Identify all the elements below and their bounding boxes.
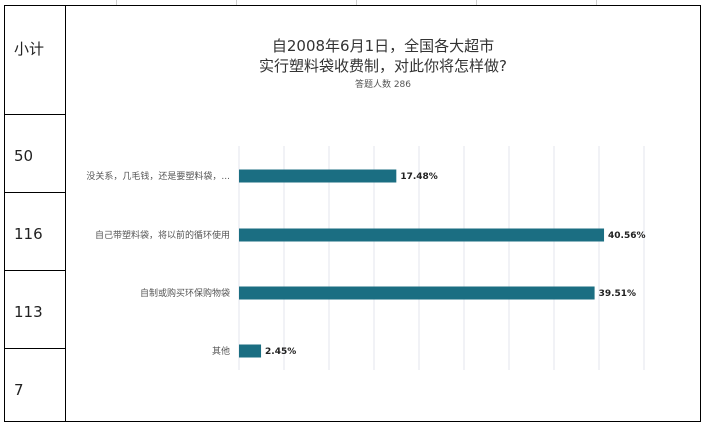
category-label: 自己带塑料袋，将以前的循环使用 [95,229,230,241]
subtotal-value: 50 [14,147,34,165]
subtotal-value: 116 [14,225,43,243]
value-label: 39.51% [599,289,637,299]
bar[interactable] [239,228,605,242]
subtotal-cell[interactable]: 7 [5,349,65,421]
subtotal-header: 小计 [14,40,45,58]
value-label: 17.48% [400,172,438,182]
subtotal-cell[interactable]: 50 [5,115,65,193]
rule-tick [596,0,597,5]
subtotal-column: 小计 50 116 113 7 [5,6,66,421]
category-label: 其他 [212,345,230,357]
value-label: 2.45% [265,347,296,357]
bar[interactable] [239,286,595,300]
category-label: 自制或购买环保购物袋 [140,287,230,299]
spreadsheet-table: 小计 50 116 113 7 自2008年6月1日，全国各大超市 实行塑料袋收… [4,5,701,422]
category-label: 没关系，几毛钱，还是要塑料袋，... [86,170,230,182]
bar[interactable] [239,344,262,358]
value-label: 40.56% [608,231,646,241]
rule-tick [116,0,117,5]
rule-tick [356,0,357,5]
subtotal-cell[interactable]: 113 [5,271,65,349]
chart-title-line2: 实行塑料袋收费制，对此你将怎样做? [259,57,507,75]
bar[interactable] [239,169,397,183]
chart-subtitle: 答题人数 286 [354,80,412,90]
chart-title-line1: 自2008年6月1日，全国各大超市 [271,37,495,55]
subtotal-value: 7 [14,381,24,399]
rule-tick [476,0,477,5]
chart-area: 自2008年6月1日，全国各大超市 实行塑料袋收费制，对此你将怎样做? 答题人数… [66,6,700,421]
subtotal-header-cell[interactable]: 小计 [5,6,65,115]
bar-chart: 没关系，几毛钱，还是要塑料袋，... 17.48% 自己带塑料袋，将以前的循环使用 4… [86,146,646,370]
rule-tick [236,0,237,5]
subtotal-value: 113 [14,303,43,321]
subtotal-cell[interactable]: 116 [5,193,65,271]
top-rule [0,0,710,5]
